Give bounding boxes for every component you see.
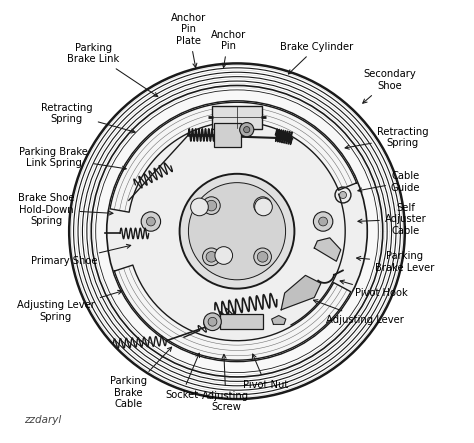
Circle shape [189, 183, 285, 280]
Circle shape [254, 248, 272, 266]
Text: Cable
Guide: Cable Guide [358, 171, 420, 193]
Text: Parking Brake
Link Spring: Parking Brake Link Spring [19, 147, 126, 170]
Text: Pivot Nut: Pivot Nut [243, 354, 288, 390]
Text: Pivot Hook: Pivot Hook [340, 280, 408, 298]
Circle shape [96, 90, 378, 373]
Circle shape [257, 252, 268, 262]
Circle shape [146, 217, 155, 226]
Polygon shape [281, 276, 321, 310]
Text: Brake Shoe
Hold-Down
Spring: Brake Shoe Hold-Down Spring [18, 193, 113, 226]
FancyBboxPatch shape [219, 314, 263, 329]
Circle shape [215, 247, 233, 264]
Circle shape [244, 127, 250, 133]
Text: Secondary
Shoe: Secondary Shoe [363, 70, 416, 103]
Circle shape [206, 200, 217, 211]
Circle shape [141, 212, 161, 231]
Text: Anchor
Pin: Anchor Pin [210, 30, 246, 67]
Text: Adjusting Lever
Spring: Adjusting Lever Spring [17, 290, 122, 322]
Circle shape [202, 197, 220, 214]
FancyBboxPatch shape [212, 106, 262, 129]
Text: Adjusting Lever: Adjusting Lever [314, 300, 404, 325]
Circle shape [240, 123, 254, 137]
Circle shape [202, 248, 220, 266]
Polygon shape [110, 102, 356, 212]
Text: Retracting
Spring: Retracting Spring [345, 127, 428, 149]
Circle shape [206, 252, 217, 262]
FancyBboxPatch shape [214, 123, 241, 147]
Text: Adjusting
Screw: Adjusting Screw [202, 354, 249, 412]
Text: Parking
Brake Link: Parking Brake Link [67, 43, 158, 97]
Circle shape [180, 174, 294, 289]
Circle shape [257, 200, 268, 211]
Text: Retracting
Spring: Retracting Spring [41, 102, 135, 133]
Text: Parking
Brake
Cable: Parking Brake Cable [110, 347, 172, 409]
Circle shape [254, 197, 272, 214]
Text: Primary Shoe: Primary Shoe [31, 245, 131, 266]
Polygon shape [114, 265, 351, 360]
Text: Anchor
Pin
Plate: Anchor Pin Plate [171, 13, 206, 67]
Text: Brake Cylinder: Brake Cylinder [280, 42, 353, 74]
Circle shape [313, 212, 333, 231]
Polygon shape [314, 238, 341, 261]
Polygon shape [272, 315, 286, 324]
Circle shape [255, 198, 273, 216]
Circle shape [107, 101, 367, 361]
Text: zzdaryl: zzdaryl [24, 415, 62, 425]
Text: Parking
Brake Lever: Parking Brake Lever [356, 251, 435, 273]
Text: Socket: Socket [165, 353, 200, 400]
Circle shape [339, 191, 346, 198]
Circle shape [191, 198, 208, 216]
Circle shape [208, 317, 217, 326]
Circle shape [204, 313, 221, 330]
Circle shape [319, 217, 328, 226]
Text: Self
Adjuster
Cable: Self Adjuster Cable [358, 203, 427, 236]
